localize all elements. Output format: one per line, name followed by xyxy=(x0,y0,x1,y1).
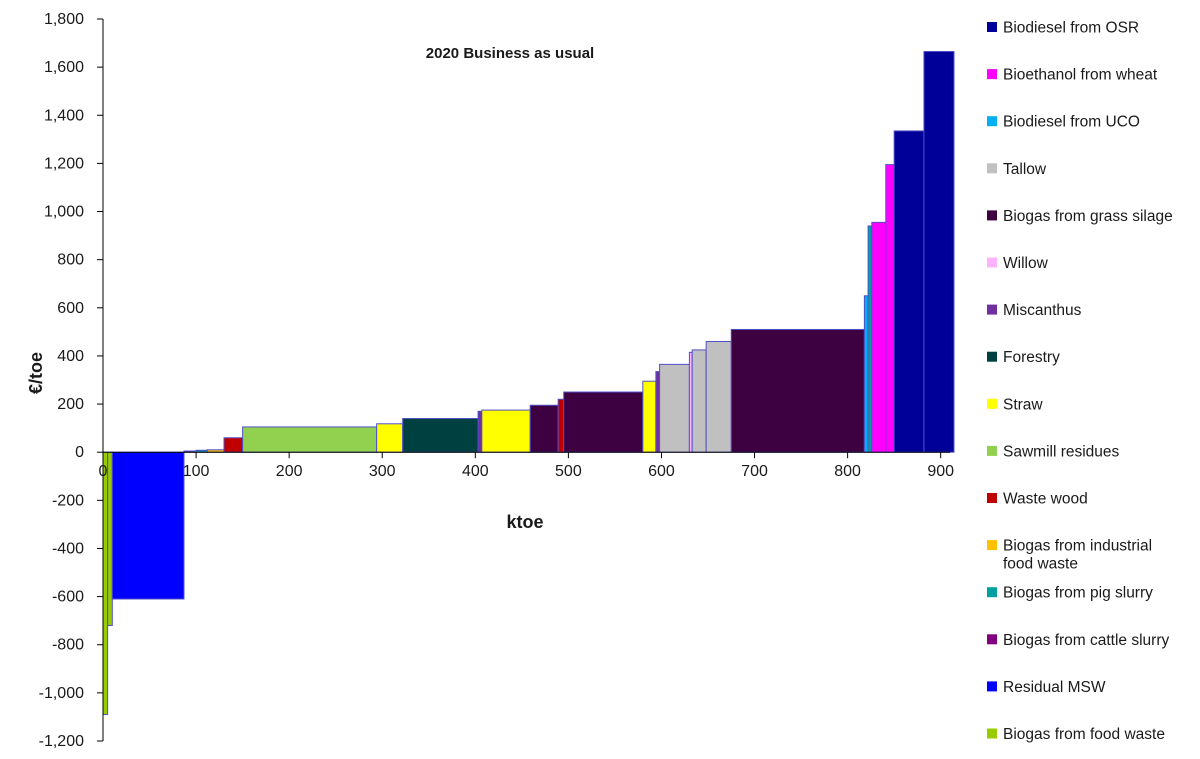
legend-label-biogas-from-grass-silage: Biogas from grass silage xyxy=(1003,208,1173,225)
legend-label-sawmill-residues: Sawmill residues xyxy=(1003,443,1120,460)
legend-label-bioethanol-from-wheat: Bioethanol from wheat xyxy=(1003,67,1158,84)
legend-swatch-forestry xyxy=(987,351,997,362)
y-axis-title: €/toe xyxy=(26,352,46,394)
legend-swatch-sawmill-residues xyxy=(987,445,997,456)
y-tick-label: 800 xyxy=(57,252,84,269)
bar-biogas-from-pig-slurry-23 xyxy=(867,225,873,453)
legend-label-waste-wood: Waste wood xyxy=(1003,491,1088,508)
bar-biogas-from-food-waste-1 xyxy=(107,451,113,626)
legend-swatch-straw xyxy=(987,398,997,409)
bar-tallow-19 xyxy=(691,349,707,453)
x-tick-label: 800 xyxy=(834,463,861,480)
bar-sawmill-residues-7 xyxy=(242,426,378,453)
bar-waste-wood-13 xyxy=(557,398,565,453)
bar-miscanthus-16 xyxy=(655,371,661,453)
y-tick-label: -1,200 xyxy=(39,733,84,750)
legend-swatch-biogas-from-grass-silage xyxy=(987,210,997,221)
legend: Biodiesel from OSR Bioethanol from wheat B… xyxy=(987,20,1173,743)
y-tick-label: 400 xyxy=(57,348,84,365)
y-tick-label: 0 xyxy=(75,444,84,461)
x-tick-label: 700 xyxy=(741,463,768,480)
bar-miscanthus-10 xyxy=(477,410,483,453)
legend-label-biogas-from-pig-slurry: Biogas from pig slurry xyxy=(1003,585,1153,602)
bar-biodiesel-from-osr-26 xyxy=(893,130,925,453)
legend-swatch-biodiesel-from-osr xyxy=(987,22,997,32)
legend-swatch-biogas-from-food-waste xyxy=(987,728,997,739)
bar-straw-8 xyxy=(376,423,404,453)
x-tick-label: 200 xyxy=(276,463,303,480)
y-tick-label: -200 xyxy=(52,492,84,509)
legend-label-forestry: Forestry xyxy=(1003,349,1060,366)
y-tick-label: -600 xyxy=(52,589,84,606)
legend-swatch-willow xyxy=(987,257,997,268)
x-tick-label: 900 xyxy=(927,463,954,480)
bar-biogas-from-grass-silage-21 xyxy=(730,328,865,453)
chart-title: 2020 Business as usual xyxy=(426,45,594,62)
bar-biogas-from-grass-silage-14 xyxy=(563,391,644,453)
legend-label-biogas-from-food-waste: Biogas from food waste xyxy=(1003,726,1165,743)
legend-swatch-tallow xyxy=(987,163,997,174)
legend-label-miscanthus: Miscanthus xyxy=(1003,302,1082,319)
axes-layer: -1,200 -1,000 -800 -600 -400 -200 0 200 400 600 80… xyxy=(39,11,955,750)
bar-forestry-9 xyxy=(402,418,479,453)
x-tick-label: 500 xyxy=(555,463,582,480)
bar-waste-wood-6 xyxy=(223,437,244,453)
bar-biodiesel-from-osr-27 xyxy=(923,50,955,453)
legend-label-biogas-from-industrial-food-waste: Biogas from industrial food waste xyxy=(1003,538,1152,573)
legend-swatch-biogas-from-pig-slurry xyxy=(987,587,997,598)
y-tick-label: -800 xyxy=(52,637,84,654)
bar-residual-msw-2 xyxy=(111,451,185,600)
y-tick-label: 1,400 xyxy=(44,107,84,124)
legend-label-tallow: Tallow xyxy=(1003,161,1047,178)
y-tick-label: 1,200 xyxy=(44,155,84,172)
x-tick-label: 0 xyxy=(99,463,108,480)
legend-label-willow: Willow xyxy=(1003,255,1049,272)
x-axis-title: ktoe xyxy=(506,512,543,532)
legend-label-residual-msw: Residual MSW xyxy=(1003,679,1106,696)
legend-swatch-waste-wood xyxy=(987,493,997,503)
legend-label-biodiesel-from-osr: Biodiesel from OSR xyxy=(1003,20,1139,37)
legend-label-biodiesel-from-uco: Biodiesel from UCO xyxy=(1003,114,1140,131)
x-tick-label: 400 xyxy=(462,463,489,480)
legend-swatch-biodiesel-from-uco xyxy=(987,116,997,127)
bar-bioethanol-from-wheat-24 xyxy=(871,221,887,453)
x-tick-label: 300 xyxy=(369,463,396,480)
legend-swatch-bioethanol-from-wheat xyxy=(987,69,997,80)
y-tick-label: 200 xyxy=(57,396,84,413)
legend-swatch-biogas-from-cattle-slurry xyxy=(987,634,997,645)
y-tick-label: 1,600 xyxy=(44,59,84,76)
bars-layer xyxy=(102,50,955,716)
bar-biodiesel-from-uco-22 xyxy=(863,295,869,453)
bar-straw-11 xyxy=(481,409,531,453)
bar-tallow-20 xyxy=(705,340,732,453)
legend-label-biogas-from-cattle-slurry: Biogas from cattle slurry xyxy=(1003,632,1169,649)
legend-swatch-residual-msw xyxy=(987,681,997,692)
y-tick-label: 1,800 xyxy=(44,11,84,28)
y-tick-label: -400 xyxy=(52,540,84,557)
x-tick-label: 100 xyxy=(183,463,210,480)
bar-tallow-17 xyxy=(659,363,690,453)
bar-biogas-from-food-waste-0 xyxy=(102,451,109,716)
y-tick-label: 1,000 xyxy=(44,204,84,221)
legend-label-straw: Straw xyxy=(1003,396,1043,413)
y-tick-label: 600 xyxy=(57,300,84,317)
bar-straw-15 xyxy=(642,380,657,453)
y-tick-label: -1,000 xyxy=(39,685,84,702)
legend-swatch-biogas-from-industrial-food-waste xyxy=(987,540,997,551)
x-tick-label: 600 xyxy=(648,463,675,480)
bar-bioethanol-from-wheat-25 xyxy=(885,164,895,453)
legend-swatch-miscanthus xyxy=(987,304,997,315)
bar-biogas-from-grass-silage-12 xyxy=(529,404,559,453)
